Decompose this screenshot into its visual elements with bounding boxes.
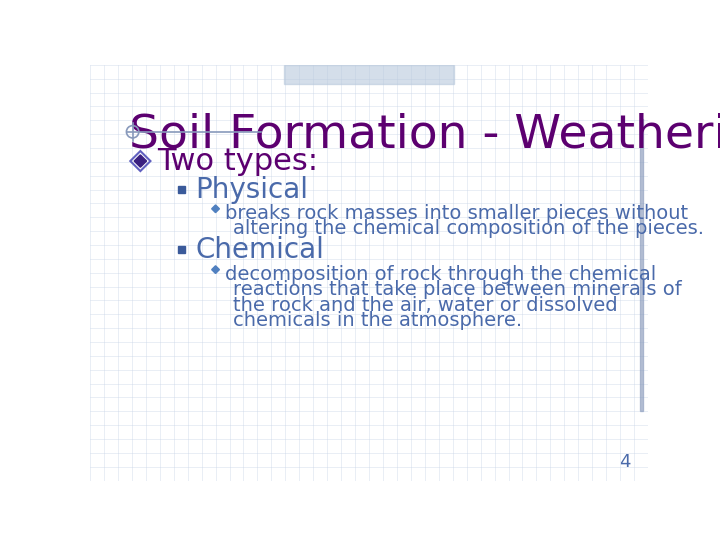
Text: Physical: Physical: [195, 176, 308, 204]
Polygon shape: [134, 155, 147, 167]
Text: Two types:: Two types:: [157, 146, 318, 176]
Bar: [284, 65, 454, 84]
Bar: [179, 186, 185, 193]
Text: reactions that take place between minerals of: reactions that take place between minera…: [233, 280, 682, 299]
Text: altering the chemical composition of the pieces.: altering the chemical composition of the…: [233, 219, 704, 238]
Text: Soil Formation - Weathering: Soil Formation - Weathering: [129, 112, 720, 158]
Polygon shape: [212, 205, 220, 213]
Text: Chemical: Chemical: [195, 235, 324, 264]
Text: 4: 4: [619, 454, 631, 471]
Text: chemicals in the atmosphere.: chemicals in the atmosphere.: [233, 311, 523, 330]
Text: breaks rock masses into smaller pieces without: breaks rock masses into smaller pieces w…: [225, 204, 688, 223]
Bar: [640, 119, 644, 411]
Polygon shape: [212, 266, 220, 273]
Text: decomposition of rock through the chemical: decomposition of rock through the chemic…: [225, 265, 656, 284]
Bar: [179, 246, 185, 253]
Text: the rock and the air, water or dissolved: the rock and the air, water or dissolved: [233, 296, 618, 315]
